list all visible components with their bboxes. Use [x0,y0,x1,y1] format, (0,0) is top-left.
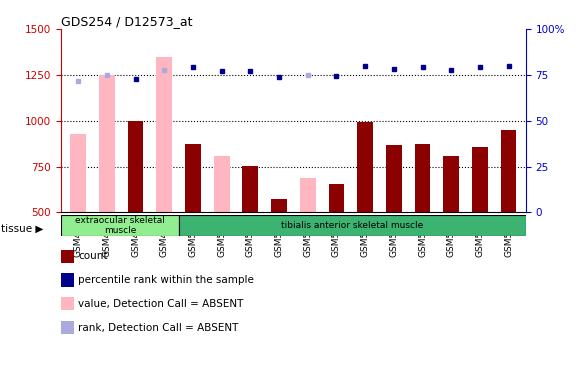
Bar [70,134,86,212]
Bar [415,144,431,212]
Bar [501,130,517,212]
Bar [357,122,373,212]
Text: extraocular skeletal
muscle: extraocular skeletal muscle [75,216,165,235]
Text: count: count [78,251,108,261]
Bar [271,198,287,212]
Bar [61,215,178,236]
Bar [128,121,144,212]
Text: tibialis anterior skeletal muscle: tibialis anterior skeletal muscle [281,221,424,230]
Bar [328,184,345,212]
Text: GDS254 / D12573_at: GDS254 / D12573_at [61,15,192,28]
Bar [185,144,201,212]
Bar [99,75,115,212]
Bar [214,156,229,212]
Text: rank, Detection Call = ABSENT: rank, Detection Call = ABSENT [78,322,239,333]
Bar [156,57,172,212]
Bar [386,145,401,212]
Bar [443,157,459,212]
Text: value, Detection Call = ABSENT: value, Detection Call = ABSENT [78,299,244,309]
Bar [242,165,259,212]
Bar [178,215,526,236]
Bar [472,147,488,212]
Text: percentile rank within the sample: percentile rank within the sample [78,275,254,285]
Text: tissue ▶: tissue ▶ [1,224,44,234]
Bar [300,179,315,212]
